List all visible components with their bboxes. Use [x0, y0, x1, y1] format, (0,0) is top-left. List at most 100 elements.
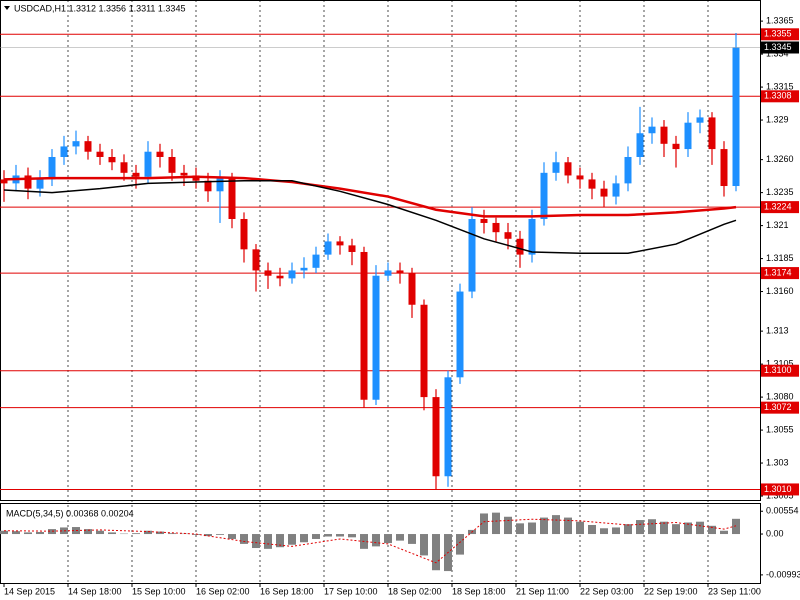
level-box: [761, 401, 799, 414]
y-tick-label: 1.321: [766, 220, 789, 230]
level-label: 1.3010: [764, 484, 792, 494]
candle-body: [504, 232, 512, 239]
candle-body: [228, 178, 236, 219]
current-price-label: 1.3345: [764, 42, 792, 52]
macd-bar: [612, 527, 620, 535]
macd-bar: [528, 522, 536, 535]
candle-body: [708, 117, 716, 150]
level-box: [761, 483, 799, 496]
macd-bar: [288, 534, 296, 545]
x-tick-label: 17 Sep 10:00: [324, 586, 378, 596]
macd-bar: [12, 531, 20, 535]
candle-body: [144, 151, 152, 177]
x-tick-label: 14 Sep 18:00: [68, 586, 122, 596]
macd-bar: [336, 534, 344, 537]
candle-body: [180, 172, 188, 176]
candle-body: [168, 156, 176, 173]
macd-signal: [3, 518, 737, 564]
candle-body: [672, 143, 680, 150]
macd-bar: [588, 524, 596, 535]
y-tick-label: 1.313: [766, 326, 789, 336]
x-tick-label: 22 Sep 19:00: [644, 586, 698, 596]
macd-bar: [672, 524, 680, 535]
moving-average: [3, 175, 737, 218]
macd-bar: [108, 532, 116, 535]
candle-body: [516, 238, 524, 255]
moving-average: [3, 179, 737, 255]
macd-bar: [636, 520, 644, 535]
x-tick-label: 23 Sep 11:00: [708, 586, 761, 596]
y-tick-label: 1.3080: [766, 391, 794, 401]
macd-bar: [276, 534, 284, 548]
candle-body: [84, 141, 92, 152]
candle-body: [300, 267, 308, 271]
macd-bar: [300, 534, 308, 543]
macd-title: MACD(5,34,5) 0.00368 0.00204: [6, 508, 134, 518]
candle-body: [96, 151, 104, 157]
candle-body: [408, 273, 416, 305]
x-tick-label: 21 Sep 11:00: [516, 586, 569, 596]
candle-body: [264, 270, 272, 276]
macd-bar: [156, 531, 164, 535]
macd-bar: [720, 530, 728, 535]
candle-body: [192, 175, 200, 181]
candle-body: [372, 275, 380, 400]
level-label: 1.3308: [764, 91, 792, 101]
macd-bar: [132, 533, 140, 535]
candle-body: [528, 218, 536, 255]
macd-bar: [240, 534, 248, 544]
candle-body: [216, 178, 224, 192]
candle-body: [564, 162, 572, 176]
level-label: 1.3100: [764, 365, 792, 375]
macd-bar: [492, 512, 500, 535]
candle-body: [540, 172, 548, 219]
macd-bar: [408, 534, 416, 544]
macd-bar: [168, 533, 176, 535]
y-tick-label: 0.00: [766, 528, 784, 538]
macd-bar: [144, 530, 152, 535]
candle-body: [360, 251, 368, 400]
candle-body: [552, 162, 560, 173]
macd-bar: [384, 534, 392, 544]
macd-bar: [696, 521, 704, 535]
macd-bar: [312, 534, 320, 539]
macd-bar: [252, 534, 260, 549]
level-box: [761, 28, 799, 41]
candle-body: [384, 270, 392, 276]
y-tick-label: 1.3185: [766, 253, 794, 263]
candle-body: [48, 156, 56, 180]
candle-body: [624, 156, 632, 184]
x-tick-label: 22 Sep 03:00: [580, 586, 634, 596]
candle-body: [240, 218, 248, 250]
macd-bar: [480, 513, 488, 535]
candle-body: [720, 149, 728, 187]
candle-body: [276, 275, 284, 279]
candle-body: [648, 126, 656, 134]
level-box: [761, 90, 799, 103]
candle-body: [660, 126, 668, 144]
macd-bar: [264, 534, 272, 549]
x-tick-label: 18 Sep 18:00: [452, 586, 506, 596]
candle-body: [432, 397, 440, 477]
y-tick-label: 1.3365: [766, 15, 794, 25]
level-box: [761, 201, 799, 214]
y-tick-label: 1.3260: [766, 154, 794, 164]
macd-bar: [660, 521, 668, 535]
chart-title: USDCAD,H1 1.3312 1.3356 1.3311 1.3345: [14, 3, 185, 13]
candle-body: [120, 162, 128, 173]
candle-body: [204, 180, 212, 192]
candle-body: [72, 141, 80, 147]
macd-bar: [456, 534, 464, 555]
macd-bar: [504, 516, 512, 535]
macd-bar: [348, 534, 356, 538]
candle-body: [480, 218, 488, 223]
macd-bar: [648, 519, 656, 535]
level-box: [761, 364, 799, 377]
candle-body: [108, 156, 116, 163]
candle-body: [252, 249, 260, 271]
candle-body: [576, 175, 584, 180]
macd-bar: [96, 530, 104, 535]
macd-bar: [732, 518, 740, 535]
candle-body: [492, 222, 500, 233]
